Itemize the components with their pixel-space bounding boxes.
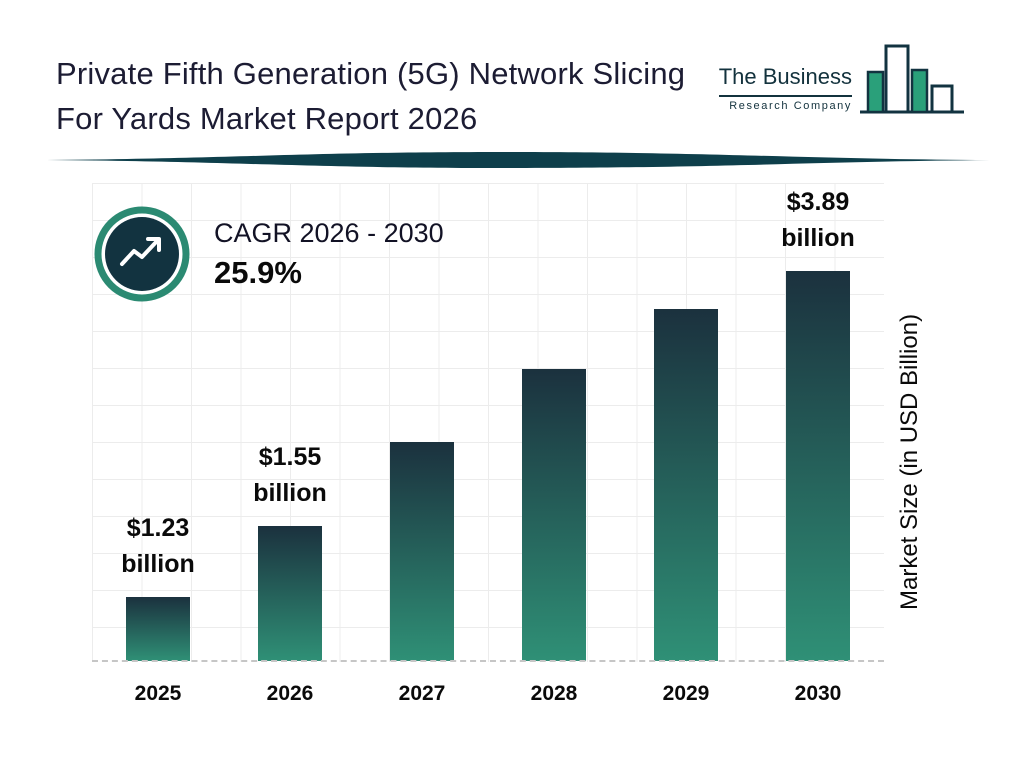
x-axis-labels: 2025 2026 2027 2028 2029 2030 <box>92 682 884 706</box>
bar-column-2026: $1.55 billion <box>224 183 356 661</box>
bar-column-2025: $1.23 billion <box>92 183 224 661</box>
bar-value-label-2026: $1.55 billion <box>253 442 327 507</box>
bar-2026 <box>258 526 322 661</box>
x-axis-label-2028: 2028 <box>530 682 578 705</box>
logo-name: The Business <box>718 64 852 97</box>
cagr-text: CAGR 2026 - 2030 25.9% <box>214 218 444 291</box>
x-axis-baseline <box>92 660 884 662</box>
bar-2030 <box>786 271 850 661</box>
page-title: Private Fifth Generation (5G) Network Sl… <box>56 56 686 136</box>
bar-column-2030: $3.89 billion <box>752 183 884 661</box>
bar-2029 <box>654 309 718 661</box>
bar-2027 <box>390 442 454 661</box>
x-axis-label-2026: 2026 <box>266 682 314 705</box>
bar-2025 <box>126 597 190 661</box>
bar-column-2028 <box>488 183 620 661</box>
divider-swoosh <box>34 152 990 168</box>
bar-column-2029 <box>620 183 752 661</box>
cagr-badge: CAGR 2026 - 2030 25.9% <box>94 206 444 302</box>
x-axis-label-2027: 2027 <box>398 682 446 705</box>
x-axis-label-2029: 2029 <box>662 682 710 705</box>
x-axis-label-2030: 2030 <box>794 682 842 705</box>
logo-text: The Business Research Company <box>718 42 852 112</box>
cagr-value: 25.9% <box>214 254 302 290</box>
trending-up-arrow-icon <box>94 206 190 302</box>
y-axis-label: Market Size (in USD Billion) <box>896 313 923 611</box>
logo: The Business Research Company <box>718 42 964 120</box>
cagr-label: CAGR 2026 - 2030 <box>214 217 444 248</box>
bar-value-label-2030: $3.89 billion <box>781 187 855 252</box>
bar-value-label-2025: $1.23 billion <box>121 513 195 578</box>
x-axis-label-2025: 2025 <box>134 682 182 705</box>
header: Private Fifth Generation (5G) Network Sl… <box>0 0 1024 150</box>
bar-2028 <box>522 369 586 661</box>
bars-row: $1.23 billion $1.55 billion $3.89 billion <box>92 183 884 661</box>
logo-subname: Research Company <box>729 100 852 112</box>
plot-area: $1.23 billion $1.55 billion $3.89 billion <box>92 183 884 662</box>
bar-chart-logo-icon <box>860 44 964 114</box>
bar-column-2027 <box>356 183 488 661</box>
